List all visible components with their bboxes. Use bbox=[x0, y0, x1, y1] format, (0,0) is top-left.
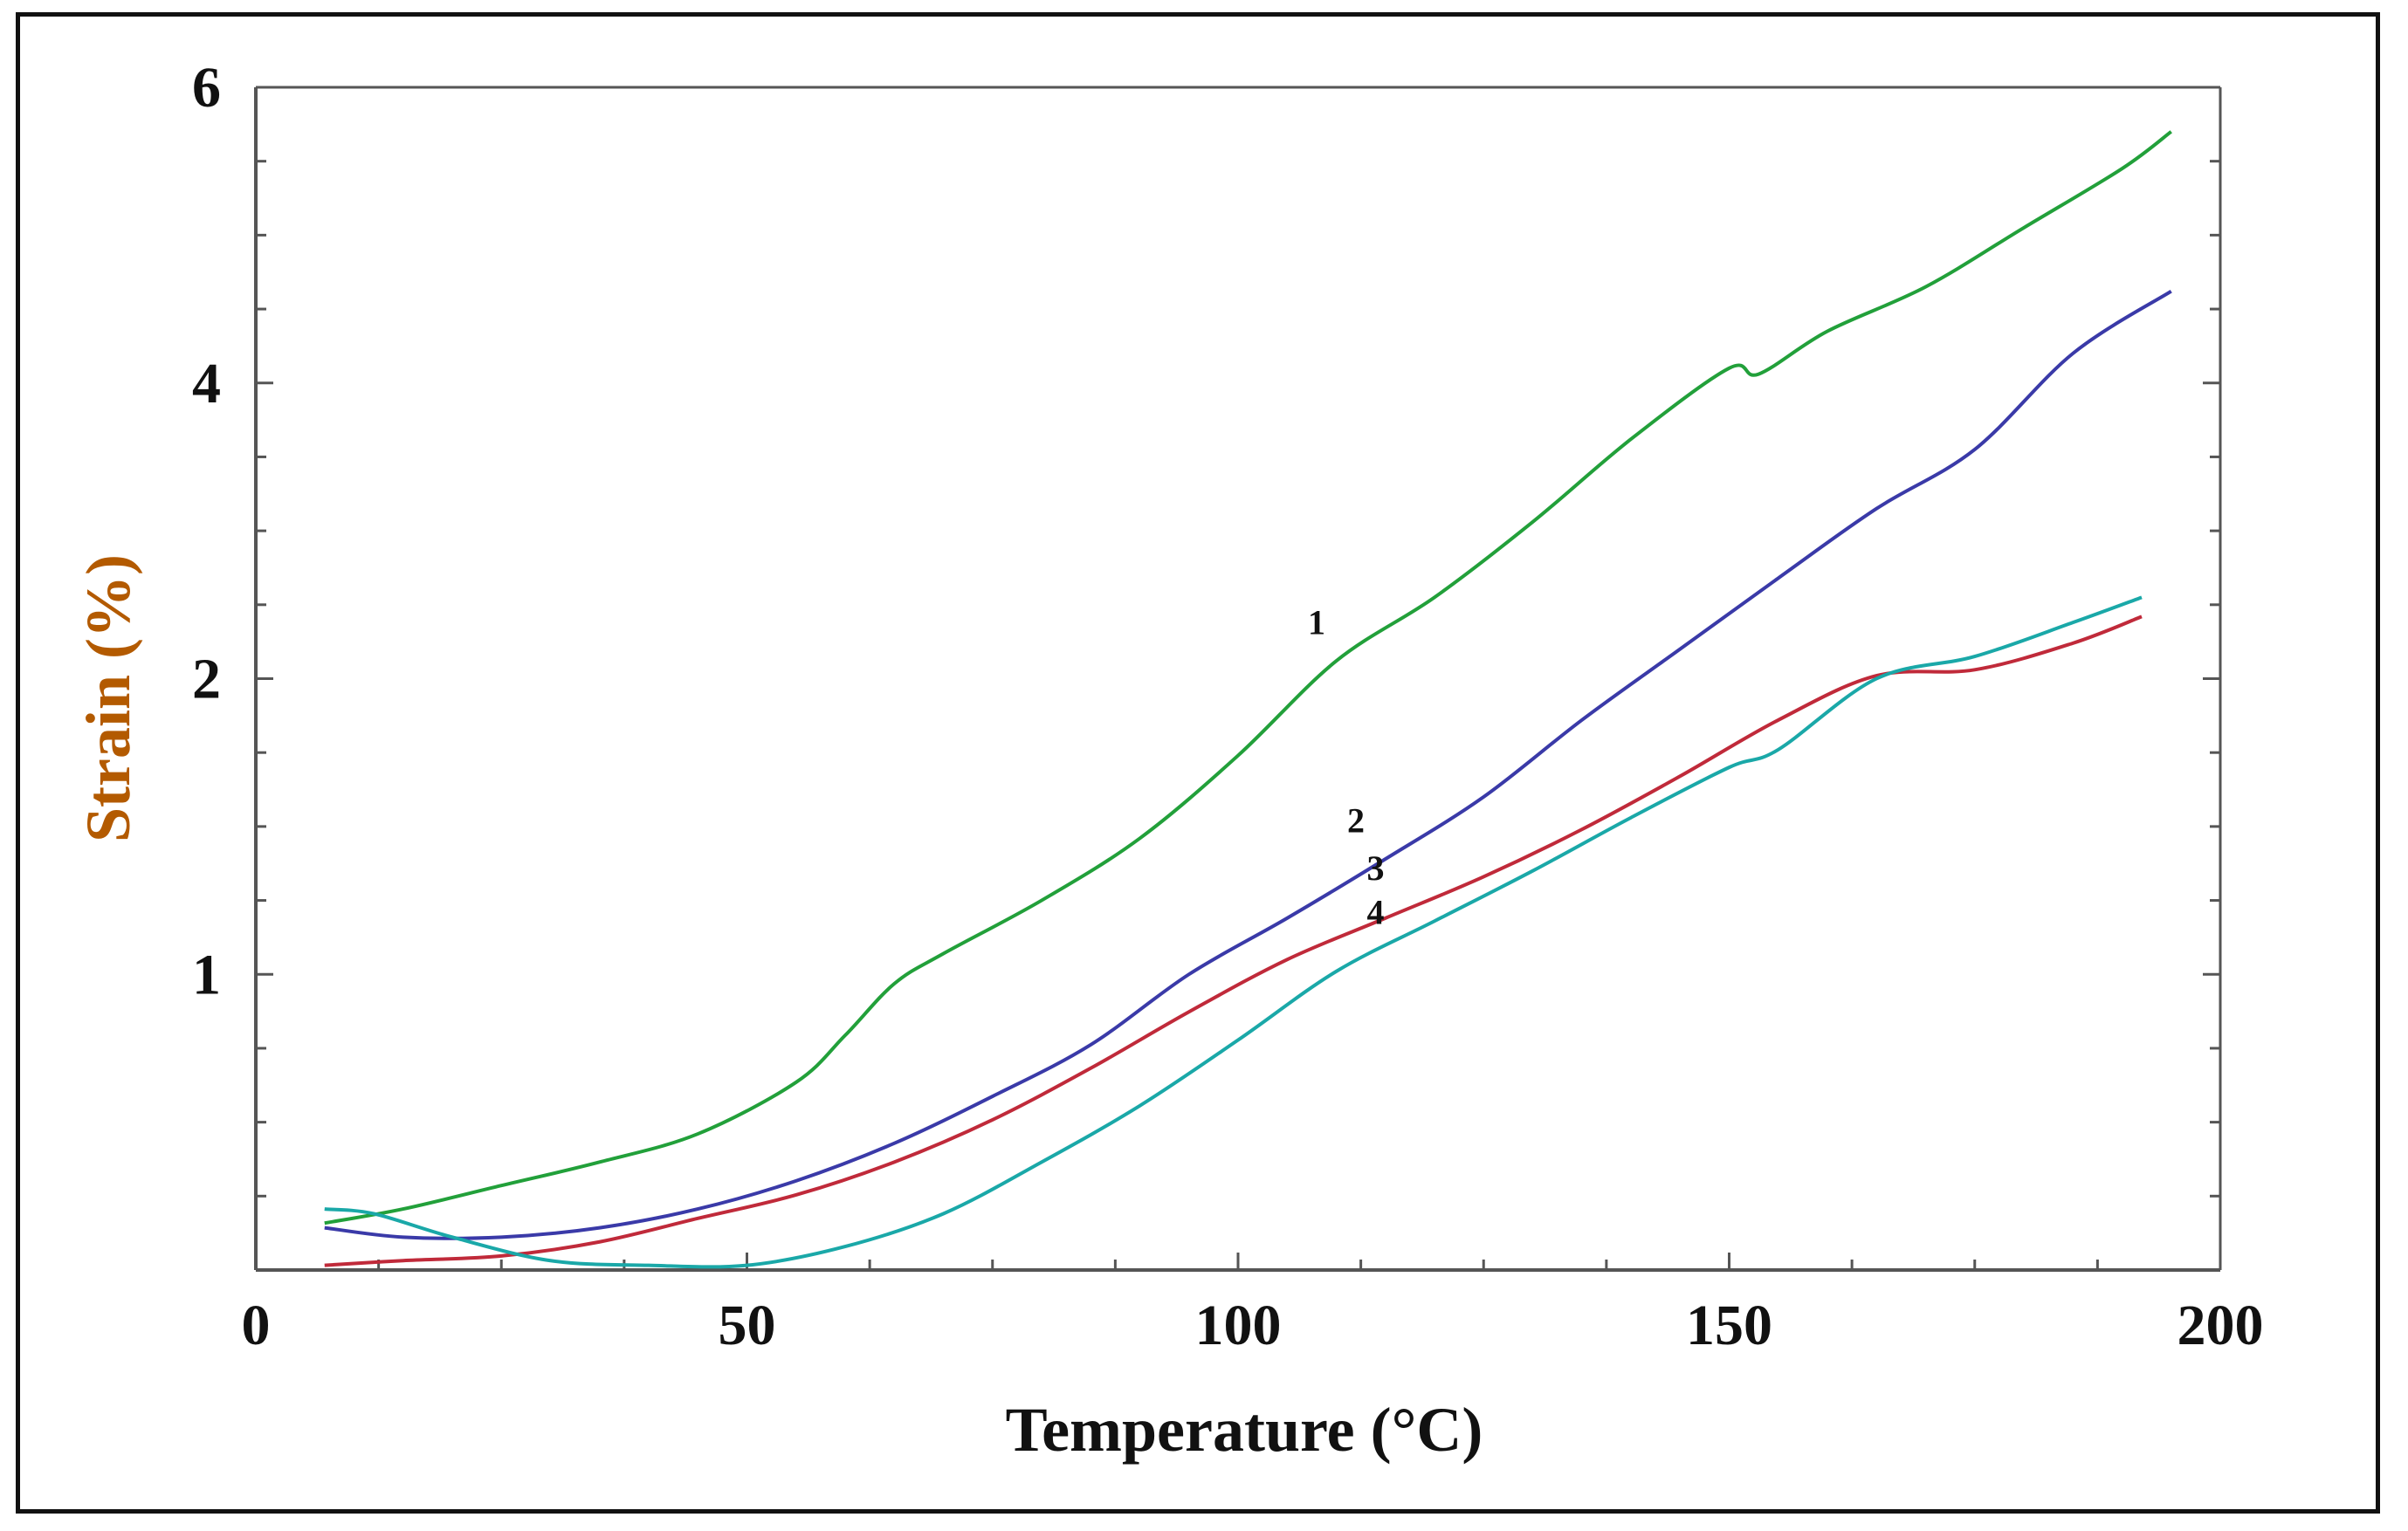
curve-label-2: 2 bbox=[1347, 801, 1365, 841]
y-tick-label: 4 bbox=[192, 352, 221, 415]
curve-label-3: 3 bbox=[1367, 848, 1385, 888]
curve-label-1: 1 bbox=[1308, 603, 1325, 642]
x-tick-label: 100 bbox=[1195, 1294, 1282, 1357]
y-tick-label: 6 bbox=[192, 56, 221, 120]
y-axis-label: Strain (%) bbox=[73, 554, 143, 842]
series-layer bbox=[324, 130, 2172, 1269]
x-axis-label: Temperature (°C) bbox=[1006, 1395, 1483, 1465]
x-tick-label: 200 bbox=[2178, 1294, 2264, 1357]
series-line-1 bbox=[324, 130, 2172, 1225]
series-line-4 bbox=[324, 595, 2143, 1269]
annotation-labels: 1 23 4 bbox=[1308, 603, 1385, 932]
axes bbox=[254, 86, 2222, 1272]
curve-label-4: 4 bbox=[1367, 893, 1385, 932]
x-tick-label: 50 bbox=[719, 1294, 776, 1357]
figure-frame bbox=[16, 12, 2380, 1514]
y-tick-label: 2 bbox=[192, 648, 221, 711]
y-tick-label: 1 bbox=[192, 943, 221, 1006]
series-line-2 bbox=[324, 290, 2172, 1240]
x-tick-label: 150 bbox=[1686, 1294, 1772, 1357]
x-tick-label: 0 bbox=[242, 1294, 271, 1357]
axis-ticks: 0 50 100 150 200 1 2 4 6 bbox=[192, 56, 2264, 1357]
series-line-3 bbox=[324, 614, 2143, 1267]
